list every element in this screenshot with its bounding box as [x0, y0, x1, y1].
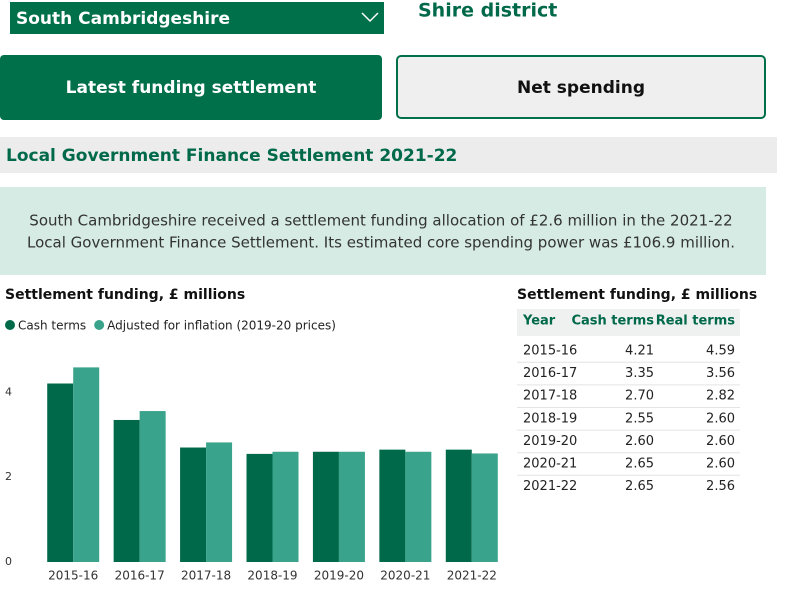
tab-button[interactable] — [396, 55, 766, 119]
table-cell: 2.82 — [706, 389, 735, 404]
table-cell: 2.56 — [706, 479, 735, 494]
table-cell: 2.65 — [625, 457, 654, 472]
table-cell: 2.60 — [625, 434, 654, 449]
y-tick-label: 4 — [5, 385, 12, 398]
bar — [180, 447, 207, 562]
section-title: Local Government Finance Settlement 2021… — [6, 146, 457, 166]
summary-box — [0, 187, 766, 275]
bar — [379, 449, 406, 562]
table-cell: 2021-22 — [523, 479, 577, 494]
bar — [246, 453, 273, 562]
bar — [206, 442, 233, 562]
legend-label: Adjusted for inflation (2019-20 prices) — [107, 319, 336, 333]
table-cell: 4.21 — [625, 344, 654, 359]
table-cell: 2020-21 — [523, 457, 577, 472]
bar — [445, 449, 472, 562]
tab-label: Latest funding settlement — [66, 78, 317, 98]
x-tick-label: 2017-18 — [181, 569, 231, 583]
table-cell: 2.60 — [706, 434, 735, 449]
bar — [338, 451, 365, 562]
bar — [312, 451, 339, 562]
table-cell: 3.56 — [706, 366, 735, 381]
bar — [471, 453, 498, 562]
table-cell: 3.35 — [625, 366, 654, 381]
table-cell: 4.59 — [706, 344, 735, 359]
x-tick-label: 2018-19 — [247, 569, 297, 583]
tab-button[interactable] — [0, 55, 382, 120]
table-header: Year — [522, 314, 556, 329]
dropdown[interactable] — [10, 2, 384, 34]
chevron — [361, 12, 379, 23]
bar — [272, 451, 299, 562]
table-cell: 2018-19 — [523, 411, 577, 426]
table-cell: 2015-16 — [523, 344, 577, 359]
table-cell: 2.60 — [706, 411, 735, 426]
summary-line: Local Government Finance Settlement. Its… — [27, 234, 735, 252]
table-header: Cash terms — [571, 314, 654, 329]
chart-title: Settlement funding, £ millions — [5, 287, 245, 303]
dropdown-label: South Cambridgeshire — [16, 9, 230, 29]
x-tick-label: 2015-16 — [48, 569, 98, 583]
table-cell: 2017-18 — [523, 389, 577, 404]
y-tick-label: 0 — [5, 555, 12, 568]
table-cell: 2019-20 — [523, 434, 577, 449]
bar — [73, 367, 100, 562]
table-header: Real terms — [656, 314, 736, 329]
table-cell: 2.60 — [706, 457, 735, 472]
x-tick-label: 2016-17 — [115, 569, 165, 583]
summary-line: South Cambridgeshire received a settleme… — [29, 212, 732, 230]
legend-label: Cash terms — [18, 319, 86, 333]
x-tick-label: 2021-22 — [447, 569, 497, 583]
district-type: Shire district — [418, 0, 557, 22]
table-cell: 2.70 — [625, 389, 654, 404]
bar — [139, 411, 166, 562]
bar — [113, 419, 140, 562]
bar — [405, 451, 432, 562]
table-header-bg — [517, 309, 740, 336]
bar — [47, 383, 74, 562]
legend-marker — [94, 320, 105, 330]
legend-marker — [5, 320, 15, 330]
table-title: Settlement funding, £ millions — [517, 287, 757, 303]
tab-label: Net spending — [517, 78, 645, 98]
x-tick-label: 2020-21 — [380, 569, 430, 583]
section-band — [0, 137, 777, 173]
table-cell: 2.55 — [625, 411, 654, 426]
table-cell: 2.65 — [625, 479, 654, 494]
y-tick-label: 2 — [5, 470, 12, 483]
x-tick-label: 2019-20 — [314, 569, 364, 583]
table-cell: 2016-17 — [523, 366, 577, 381]
